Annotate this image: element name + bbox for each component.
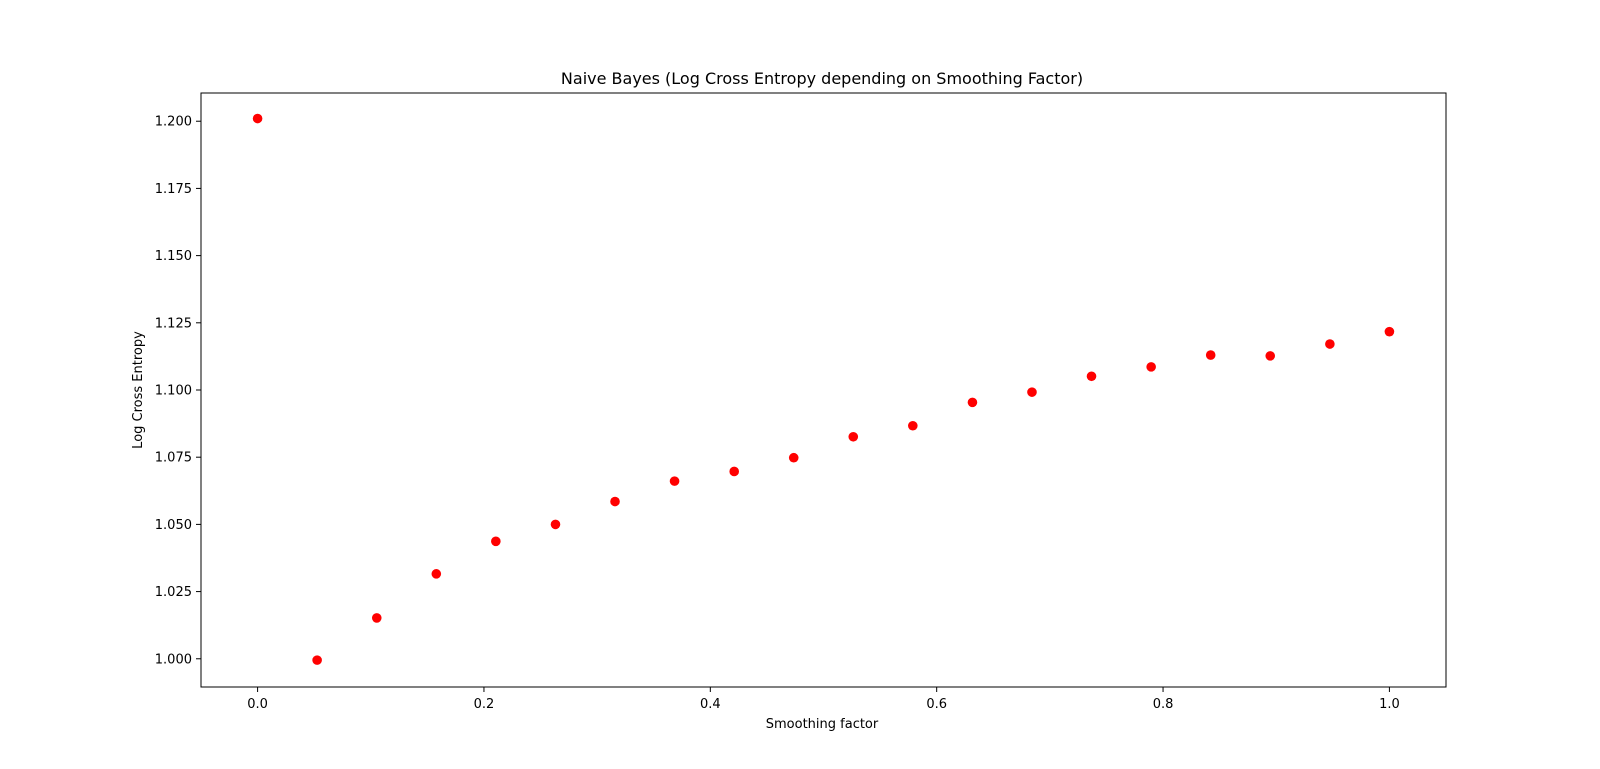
y-axis: 1.000 1.025 1.050 1.075 1.100 1.125 1.150 1.175…	[155, 115, 201, 667]
data-point	[610, 496, 620, 507]
chart-title: Naive Bayes (Log Cross Entropy depending…	[561, 69, 1083, 88]
data-point	[1384, 326, 1395, 337]
y-tick-label: 1.150	[155, 249, 192, 264]
y-tick-label: 1.200	[155, 115, 192, 130]
y-tick-label: 1.125	[155, 316, 192, 331]
y-tick-label: 1.075	[155, 451, 192, 466]
y-tick-label: 1.175	[155, 182, 192, 197]
data-points	[252, 113, 1395, 665]
data-point	[550, 519, 561, 530]
x-axis: 0.0 0.2 0.4 0.6 0.8 1.0	[247, 687, 1400, 712]
x-tick-label: 0.2	[474, 697, 495, 712]
x-tick-label: 1.0	[1379, 697, 1400, 712]
data-point	[1205, 350, 1216, 360]
y-tick-label: 1.025	[155, 585, 192, 600]
x-tick-label: 0.0	[247, 697, 268, 712]
data-point	[1027, 387, 1037, 397]
data-point	[1146, 362, 1156, 372]
x-tick-label: 0.8	[1153, 697, 1174, 712]
data-point	[848, 431, 859, 442]
data-point	[431, 569, 442, 579]
data-point	[1265, 351, 1276, 361]
y-tick-label: 1.000	[155, 652, 192, 667]
data-point	[788, 452, 799, 463]
data-point	[1325, 339, 1335, 349]
data-point	[729, 466, 739, 477]
data-point	[908, 420, 918, 431]
y-axis-label: Log Cross Entropy	[131, 331, 146, 449]
data-point	[252, 113, 263, 124]
x-axis-label: Smoothing factor	[766, 717, 879, 732]
data-point	[491, 536, 501, 547]
plot-frame	[200, 92, 1447, 688]
y-tick-label: 1.100	[155, 384, 192, 399]
y-tick-label: 1.050	[155, 518, 192, 533]
data-point	[669, 476, 680, 486]
data-point	[1086, 371, 1097, 382]
x-tick-label: 0.4	[700, 697, 721, 712]
data-point	[371, 613, 382, 623]
data-point	[967, 397, 978, 408]
data-point	[312, 655, 322, 665]
x-tick-label: 0.6	[926, 697, 947, 712]
